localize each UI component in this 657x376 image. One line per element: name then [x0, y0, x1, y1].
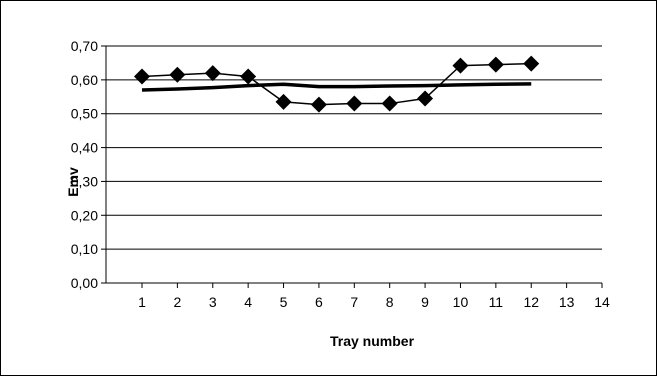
x-axis-title: Tray number — [330, 333, 415, 349]
diamond-marker — [240, 68, 257, 85]
x-tick-label: 1 — [138, 294, 146, 310]
y-tick-label: 0,70 — [71, 38, 98, 54]
diamond-marker — [417, 90, 434, 107]
y-tick-label: 0,30 — [71, 173, 98, 189]
x-tick-label: 4 — [244, 294, 252, 310]
diamond-marker — [523, 55, 540, 72]
x-tick-label: 13 — [559, 294, 575, 310]
y-axis-title: Emv — [65, 167, 81, 197]
diamond-marker — [381, 95, 398, 112]
x-tick-label: 2 — [173, 294, 181, 310]
diamond-marker — [134, 68, 150, 85]
diamond-marker — [452, 57, 469, 74]
x-tick-label: 9 — [421, 294, 429, 310]
x-tick-label: 3 — [209, 294, 217, 310]
diamond-marker — [310, 96, 327, 113]
diamond-marker — [346, 95, 363, 112]
x-tick-labels: 1 2 3 4 5 6 7 8 9 10 11 12 13 14 — [138, 294, 610, 310]
y-tick-label: 0,60 — [71, 72, 98, 88]
diamond-marker — [487, 56, 504, 73]
series-group — [134, 55, 540, 113]
y-tick-labels: 0,00 0,10 0,20 0,30 0,40 0,50 0,60 0,70 — [71, 38, 98, 291]
grid-lines — [106, 45, 602, 250]
y-tick-label: 0,50 — [71, 106, 98, 122]
y-tick-label: 0,40 — [71, 140, 98, 156]
y-tick-label: 0,10 — [71, 241, 98, 257]
y-tick-label: 0,20 — [71, 207, 98, 223]
axes — [101, 45, 603, 288]
x-tick-label: 10 — [453, 294, 469, 310]
x-tick-label: 8 — [386, 294, 394, 310]
y-tick-label: 0,00 — [71, 275, 98, 291]
x-tick-label: 11 — [489, 294, 504, 310]
x-tick-label: 5 — [280, 294, 288, 310]
diamond-marker — [204, 65, 221, 82]
x-tick-label: 6 — [315, 294, 323, 310]
x-tick-label: 12 — [523, 294, 539, 310]
diamond-marker — [169, 66, 186, 83]
x-tick-label: 7 — [350, 294, 358, 310]
x-tick-label: 14 — [594, 294, 610, 310]
diamond-marker — [275, 93, 292, 110]
series-line-trend — [141, 82, 532, 92]
